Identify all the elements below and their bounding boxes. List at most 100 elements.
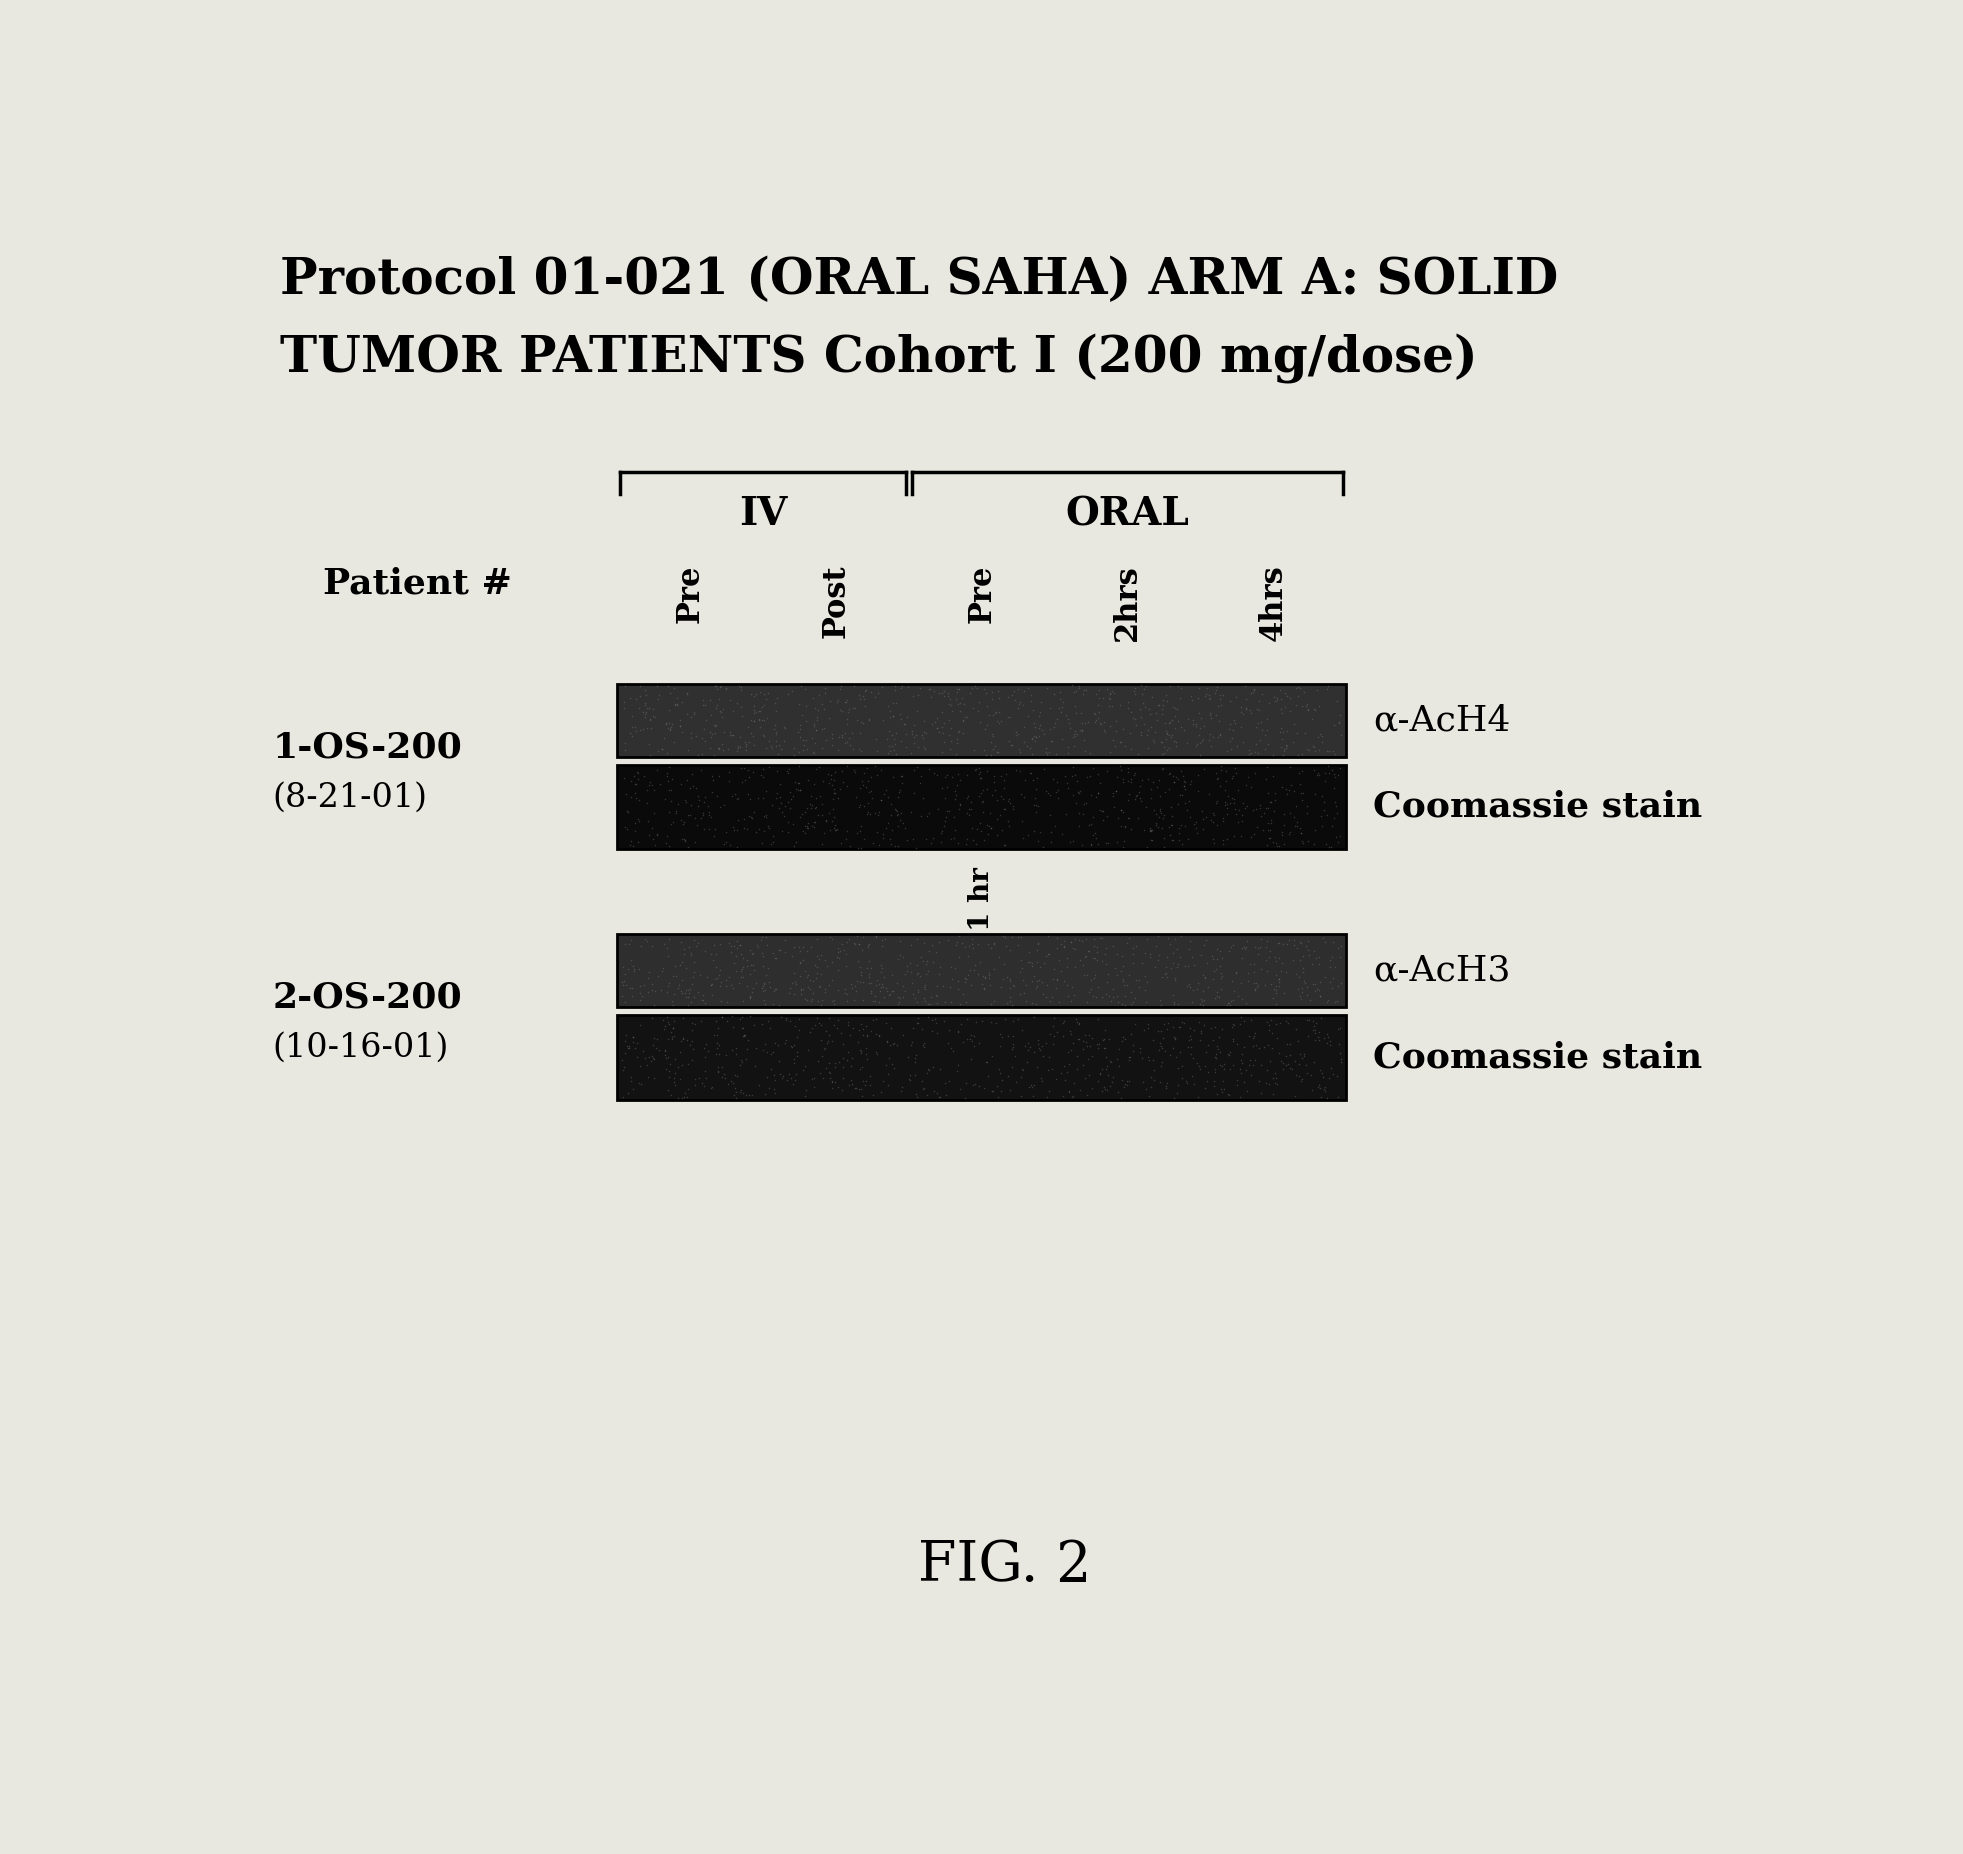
Point (1048, 966, 1080, 996)
Point (632, 1051, 663, 1081)
Point (1107, 1022, 1139, 1051)
Point (1148, 823, 1180, 853)
Point (1225, 697, 1256, 727)
Point (1217, 1025, 1248, 1055)
Point (817, 771, 848, 801)
Point (972, 819, 1003, 849)
Point (826, 723, 858, 753)
Point (942, 966, 974, 996)
Point (677, 1014, 709, 1044)
Point (726, 701, 758, 730)
Point (715, 717, 746, 747)
Point (1036, 727, 1068, 756)
Point (852, 1020, 883, 1049)
Point (976, 727, 1007, 756)
Point (1201, 1038, 1233, 1068)
Point (1148, 832, 1180, 862)
Point (1119, 673, 1150, 703)
Point (844, 773, 875, 803)
Point (1319, 953, 1351, 983)
Point (877, 701, 909, 730)
Point (795, 973, 826, 1003)
Point (993, 966, 1025, 996)
Point (815, 814, 846, 844)
Point (1241, 968, 1272, 997)
Point (660, 690, 691, 719)
Point (762, 682, 793, 712)
Point (724, 675, 756, 705)
Point (1250, 933, 1282, 962)
Point (1038, 1003, 1070, 1033)
Point (913, 799, 944, 829)
Point (754, 1073, 785, 1103)
Point (881, 801, 913, 831)
Point (1292, 797, 1323, 827)
Point (1035, 693, 1066, 723)
Point (860, 921, 891, 951)
Point (1176, 1040, 1207, 1070)
Point (715, 721, 746, 751)
Point (610, 812, 642, 842)
Point (860, 682, 891, 712)
Point (618, 953, 650, 983)
Point (801, 716, 832, 745)
Point (934, 971, 966, 1001)
Point (980, 699, 1011, 729)
Point (632, 927, 663, 957)
Point (909, 986, 940, 1016)
Point (1042, 966, 1074, 996)
Point (995, 964, 1027, 994)
Point (797, 984, 828, 1014)
Point (724, 1051, 756, 1081)
Point (1019, 782, 1050, 812)
Point (1164, 1012, 1195, 1042)
Point (1074, 738, 1105, 768)
Point (1221, 959, 1252, 988)
Point (654, 695, 685, 725)
Point (1105, 727, 1137, 756)
Point (614, 946, 646, 975)
Point (705, 671, 736, 701)
Point (976, 781, 1007, 810)
Point (660, 797, 691, 827)
Point (1058, 677, 1089, 706)
Point (1158, 938, 1190, 968)
Point (1260, 960, 1292, 990)
Point (960, 1007, 991, 1036)
Point (1317, 1059, 1349, 1088)
Point (689, 936, 720, 966)
Point (1286, 825, 1317, 855)
Point (783, 1016, 815, 1046)
Point (854, 968, 885, 997)
Point (1166, 921, 1197, 951)
Point (760, 944, 791, 973)
Point (718, 1012, 750, 1042)
Point (658, 1007, 689, 1036)
Point (1062, 719, 1093, 749)
Point (985, 781, 1017, 810)
Point (679, 947, 711, 977)
Point (748, 705, 779, 734)
Point (958, 825, 989, 855)
Point (1017, 951, 1048, 981)
Point (1097, 725, 1129, 755)
Point (952, 931, 983, 960)
Point (1182, 777, 1213, 806)
Point (936, 697, 968, 727)
Point (817, 723, 848, 753)
Point (1076, 808, 1107, 838)
Point (1033, 938, 1064, 968)
Point (1072, 706, 1103, 736)
Point (779, 968, 811, 997)
Point (974, 812, 1005, 842)
Point (874, 981, 905, 1010)
Point (970, 714, 1001, 743)
Point (1150, 717, 1182, 747)
Point (1264, 675, 1296, 705)
Point (1015, 758, 1046, 788)
Point (923, 960, 954, 990)
Point (610, 797, 642, 827)
Point (1254, 823, 1286, 853)
Point (1229, 934, 1260, 964)
Point (1199, 1044, 1231, 1073)
